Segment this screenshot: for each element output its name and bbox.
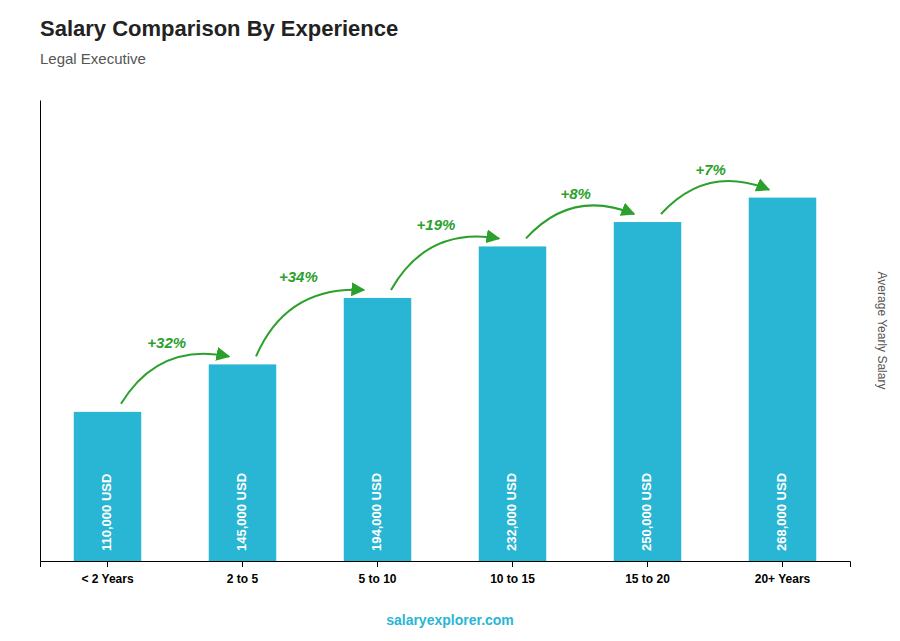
data-labels: 110,000 USD 145,000 USD 194,000 USD 232,000… xyxy=(99,473,789,551)
y-axis xyxy=(40,101,41,562)
x-tick: 15 to 20 xyxy=(625,561,670,586)
x-tick-mark xyxy=(782,561,783,567)
bar xyxy=(74,412,142,561)
annotations: +32% +34% +19% +8% +7% xyxy=(121,161,769,404)
footer: salaryexplorer.com xyxy=(386,612,514,628)
annotation: +7% xyxy=(696,161,726,178)
annotation-arrow xyxy=(256,290,364,357)
data-label: 110,000 USD xyxy=(99,474,114,551)
x-tick: 10 to 15 xyxy=(490,561,535,586)
x-axis-line xyxy=(41,562,851,568)
x-tick-label: 2 to 5 xyxy=(227,572,259,586)
x-tick-label: 5 to 10 xyxy=(358,572,396,586)
annotation: +19% xyxy=(417,216,456,233)
bar xyxy=(614,222,682,561)
annotation: +8% xyxy=(561,185,591,202)
bar xyxy=(209,364,277,561)
x-tick-label: < 2 Years xyxy=(81,572,133,586)
x-tick: < 2 Years xyxy=(81,561,133,586)
data-label: 194,000 USD xyxy=(369,473,384,551)
x-tick-label: 20+ Years xyxy=(755,572,811,586)
x-tick: 2 to 5 xyxy=(227,561,259,586)
x-tick: 20+ Years xyxy=(755,561,811,586)
x-tick-mark xyxy=(512,561,513,567)
x-tick-mark xyxy=(647,561,648,567)
x-axis: < 2 Years 2 to 5 5 to 10 10 to 15 15 to 20 20… xyxy=(41,561,851,586)
annotation: +34% xyxy=(279,268,318,285)
data-label: 232,000 USD xyxy=(504,473,519,551)
x-tick-mark xyxy=(107,561,108,567)
bar xyxy=(479,246,547,561)
bars xyxy=(74,198,817,561)
x-tick-mark xyxy=(377,561,378,567)
x-tick: 5 to 10 xyxy=(358,561,396,586)
annotation-arrow xyxy=(526,205,634,238)
annotation: +32% xyxy=(147,334,186,351)
bar xyxy=(344,298,412,561)
y-axis-title: Average Yearly Salary xyxy=(875,272,889,390)
data-label: 268,000 USD xyxy=(774,473,789,551)
bar xyxy=(749,198,817,561)
x-tick-mark xyxy=(242,561,243,567)
annotation-arrow xyxy=(661,181,769,214)
chart: Salary Comparison By Experience Legal Exe… xyxy=(0,0,900,641)
data-label: 145,000 USD xyxy=(234,473,249,551)
data-label: 250,000 USD xyxy=(639,473,654,551)
y-axis-line xyxy=(40,101,41,562)
annotation-arrow xyxy=(121,354,229,404)
x-tick-label: 10 to 15 xyxy=(490,572,535,586)
title: Salary Comparison By Experience xyxy=(40,16,398,41)
subtitle: Legal Executive xyxy=(40,50,146,67)
x-tick-label: 15 to 20 xyxy=(625,572,670,586)
annotation-arrow xyxy=(391,237,499,290)
